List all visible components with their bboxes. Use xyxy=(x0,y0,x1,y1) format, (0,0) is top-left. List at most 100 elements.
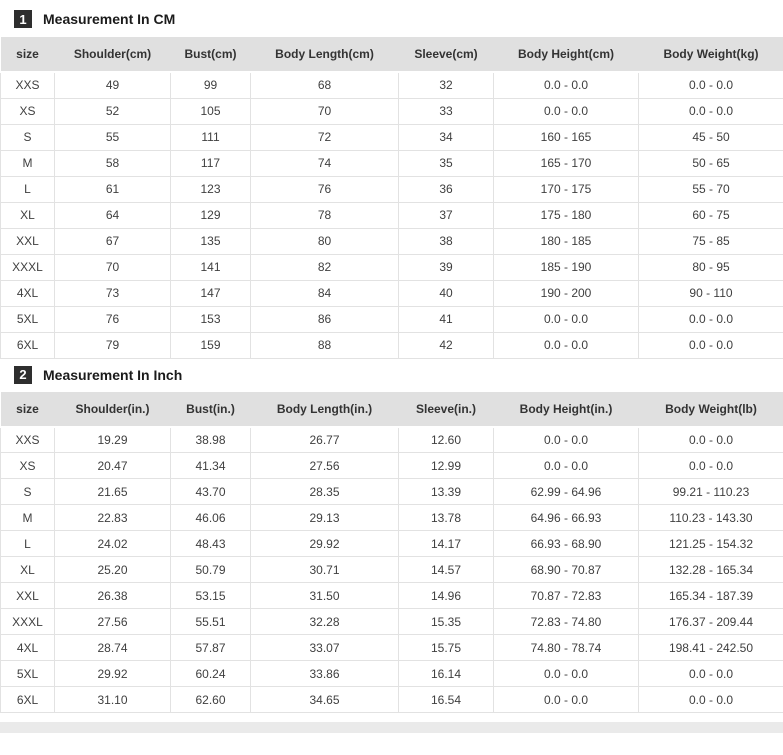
value-cell: 79 xyxy=(54,331,171,359)
size-cell: 5XL xyxy=(0,305,55,333)
value-cell: 0.0 - 0.0 xyxy=(638,305,783,333)
value-cell: 0.0 - 0.0 xyxy=(638,686,783,713)
size-cell: XXXL xyxy=(0,608,55,635)
size-cell: XXS xyxy=(0,71,55,99)
value-cell: 38.98 xyxy=(170,426,251,453)
value-cell: 58 xyxy=(54,149,171,177)
column-header: Body Weight(lb) xyxy=(638,391,783,428)
column-header: Body Height(cm) xyxy=(493,37,639,73)
value-cell: 86 xyxy=(250,305,399,333)
value-cell: 117 xyxy=(170,149,251,177)
size-cell: M xyxy=(0,149,55,177)
value-cell: 0.0 - 0.0 xyxy=(493,660,639,687)
table-row: M 58 117 74 35 165 - 170 50 - 65 xyxy=(0,149,783,177)
value-cell: 48.43 xyxy=(170,530,251,557)
column-header: Shoulder(cm) xyxy=(54,37,171,73)
value-cell: 22.83 xyxy=(54,504,171,531)
header-row: size Shoulder(cm) Bust(cm) Body Length(cm) S… xyxy=(0,37,783,73)
value-cell: 33.07 xyxy=(250,634,399,661)
value-cell: 0.0 - 0.0 xyxy=(493,71,639,99)
value-cell: 61 xyxy=(54,175,171,203)
value-cell: 34.65 xyxy=(250,686,399,713)
size-cell: XXL xyxy=(0,227,55,255)
table-row: 6XL 31.10 62.60 34.65 16.54 0.0 - 0.0 0.0 - 0.… xyxy=(0,686,783,713)
value-cell: 55 xyxy=(54,123,171,151)
table-row: XXXL 27.56 55.51 32.28 15.35 72.83 - 74.80 176… xyxy=(0,608,783,635)
value-cell: 170 - 175 xyxy=(493,175,639,203)
column-header: Body Length(in.) xyxy=(250,391,399,428)
size-cell: 4XL xyxy=(0,634,55,661)
value-cell: 153 xyxy=(170,305,251,333)
column-header: Shoulder(in.) xyxy=(54,391,171,428)
value-cell: 66.93 - 68.90 xyxy=(493,530,639,557)
value-cell: 185 - 190 xyxy=(493,253,639,281)
value-cell: 135 xyxy=(170,227,251,255)
value-cell: 176.37 - 209.44 xyxy=(638,608,783,635)
value-cell: 180 - 185 xyxy=(493,227,639,255)
size-cell: L xyxy=(0,175,55,203)
value-cell: 33.86 xyxy=(250,660,399,687)
value-cell: 14.96 xyxy=(398,582,494,609)
value-cell: 36 xyxy=(398,175,494,203)
value-cell: 42 xyxy=(398,331,494,359)
value-cell: 24.02 xyxy=(54,530,171,557)
size-cell: XS xyxy=(0,452,55,479)
size-cell: 4XL xyxy=(0,279,55,307)
value-cell: 55 - 70 xyxy=(638,175,783,203)
column-header: size xyxy=(0,391,55,428)
value-cell: 70 xyxy=(54,253,171,281)
table-row: 4XL 28.74 57.87 33.07 15.75 74.80 - 78.74 198.… xyxy=(0,634,783,661)
value-cell: 0.0 - 0.0 xyxy=(638,426,783,453)
value-cell: 41 xyxy=(398,305,494,333)
value-cell: 31.50 xyxy=(250,582,399,609)
value-cell: 19.29 xyxy=(54,426,171,453)
value-cell: 14.57 xyxy=(398,556,494,583)
value-cell: 132.28 - 165.34 xyxy=(638,556,783,583)
value-cell: 41.34 xyxy=(170,452,251,479)
table-row: S 21.65 43.70 28.35 13.39 62.99 - 64.96 99.21 … xyxy=(0,478,783,505)
value-cell: 72 xyxy=(250,123,399,151)
value-cell: 74.80 - 78.74 xyxy=(493,634,639,661)
value-cell: 28.35 xyxy=(250,478,399,505)
value-cell: 50.79 xyxy=(170,556,251,583)
value-cell: 68 xyxy=(250,71,399,99)
size-cell: XL xyxy=(0,201,55,229)
value-cell: 0.0 - 0.0 xyxy=(638,71,783,99)
value-cell: 28.74 xyxy=(54,634,171,661)
value-cell: 76 xyxy=(54,305,171,333)
value-cell: 0.0 - 0.0 xyxy=(493,686,639,713)
value-cell: 62.99 - 64.96 xyxy=(493,478,639,505)
value-cell: 78 xyxy=(250,201,399,229)
value-cell: 32.28 xyxy=(250,608,399,635)
value-cell: 15.35 xyxy=(398,608,494,635)
value-cell: 0.0 - 0.0 xyxy=(638,452,783,479)
value-cell: 0.0 - 0.0 xyxy=(638,97,783,125)
value-cell: 129 xyxy=(170,201,251,229)
column-header: size xyxy=(0,37,55,73)
value-cell: 75 - 85 xyxy=(638,227,783,255)
section-title-inch: 2 Measurement In Inch xyxy=(0,359,783,392)
value-cell: 121.25 - 154.32 xyxy=(638,530,783,557)
value-cell: 0.0 - 0.0 xyxy=(493,97,639,125)
section-title-text: Measurement In CM xyxy=(43,11,176,27)
size-cell: L xyxy=(0,530,55,557)
size-cell: XL xyxy=(0,556,55,583)
table-row: XS 52 105 70 33 0.0 - 0.0 0.0 - 0.0 xyxy=(0,97,783,125)
value-cell: 160 - 165 xyxy=(493,123,639,151)
value-cell: 64 xyxy=(54,201,171,229)
value-cell: 12.99 xyxy=(398,452,494,479)
table-row: 5XL 29.92 60.24 33.86 16.14 0.0 - 0.0 0.0 - 0.… xyxy=(0,660,783,687)
value-cell: 110.23 - 143.30 xyxy=(638,504,783,531)
value-cell: 14.17 xyxy=(398,530,494,557)
value-cell: 0.0 - 0.0 xyxy=(493,452,639,479)
size-cell: XXXL xyxy=(0,253,55,281)
value-cell: 26.77 xyxy=(250,426,399,453)
value-cell: 80 xyxy=(250,227,399,255)
value-cell: 0.0 - 0.0 xyxy=(493,426,639,453)
column-header: Sleeve(in.) xyxy=(398,391,494,428)
size-chart-page: 1 Measurement In CM size Shoulder(cm) Bust… xyxy=(0,10,783,733)
table-row: XXS 49 99 68 32 0.0 - 0.0 0.0 - 0.0 xyxy=(0,71,783,99)
size-cell: 5XL xyxy=(0,660,55,687)
table-row: XXXL 70 141 82 39 185 - 190 80 - 95 xyxy=(0,253,783,281)
value-cell: 60 - 75 xyxy=(638,201,783,229)
